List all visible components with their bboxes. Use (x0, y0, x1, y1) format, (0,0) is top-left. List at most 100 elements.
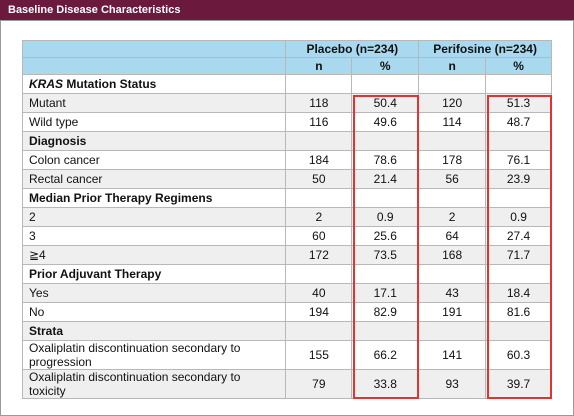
value-cell: 40 (285, 283, 353, 303)
value-cell: 50 (285, 169, 353, 189)
empty-cell (418, 131, 487, 151)
subheader: % (351, 57, 420, 75)
section-row: Prior Adjuvant Therapy (21, 264, 552, 284)
data-row: Oxaliplatin discontinuation secondary to… (21, 369, 552, 399)
value-cell: 25.6 (351, 226, 420, 246)
row-label: Wild type (21, 112, 287, 132)
value-cell: 50.4 (351, 93, 420, 113)
characteristics-table: Placebo (n=234) Perifosine (n=234) n % n… (21, 40, 552, 399)
empty-cell (285, 131, 353, 151)
value-cell: 2 (285, 207, 353, 227)
value-cell: 184 (285, 150, 353, 170)
empty-cell (285, 74, 353, 94)
header-cell (21, 57, 287, 75)
row-label: Oxaliplatin discontinuation secondary to… (21, 340, 287, 370)
value-cell: 27.4 (485, 226, 552, 246)
value-cell: 43 (418, 283, 487, 303)
value-cell: 76.1 (485, 150, 552, 170)
data-row: Rectal cancer 50 21.4 56 23.9 (21, 169, 552, 189)
value-cell: 23.9 (485, 169, 552, 189)
value-cell: 178 (418, 150, 487, 170)
section-row: Diagnosis (21, 131, 552, 151)
group-header: Placebo (n=234) (285, 40, 420, 58)
section-label: Strata (21, 321, 287, 341)
value-cell: 120 (418, 93, 487, 113)
section-italic: KRAS (29, 77, 64, 91)
subheader: n (285, 57, 353, 75)
empty-cell (485, 264, 552, 284)
empty-cell (351, 188, 420, 208)
value-cell: 66.2 (351, 340, 420, 370)
group-header-row: Placebo (n=234) Perifosine (n=234) (21, 40, 552, 58)
section-label: Diagnosis (21, 131, 287, 151)
value-cell: 56 (418, 169, 487, 189)
row-label: Yes (21, 283, 287, 303)
group-header: Perifosine (n=234) (418, 40, 552, 58)
subheader: % (485, 57, 552, 75)
data-row: Yes 40 17.1 43 18.4 (21, 283, 552, 303)
value-cell: 71.7 (485, 245, 552, 265)
value-cell: 48.7 (485, 112, 552, 132)
section-text: Prior Adjuvant Therapy (29, 267, 162, 281)
empty-cell (351, 131, 420, 151)
value-cell: 33.8 (351, 369, 420, 399)
row-label: Oxaliplatin discontinuation secondary to… (21, 369, 287, 399)
data-row: 3 60 25.6 64 27.4 (21, 226, 552, 246)
empty-cell (418, 74, 487, 94)
value-cell: 60.3 (485, 340, 552, 370)
value-cell: 17.1 (351, 283, 420, 303)
value-cell: 2 (418, 207, 487, 227)
value-cell: 39.7 (485, 369, 552, 399)
value-cell: 64 (418, 226, 487, 246)
header-bar: Baseline Disease Characteristics (0, 0, 574, 20)
row-label: Colon cancer (21, 150, 287, 170)
value-cell: 116 (285, 112, 353, 132)
value-cell: 172 (285, 245, 353, 265)
empty-cell (418, 188, 487, 208)
value-cell: 81.6 (485, 302, 552, 322)
section-row: KRAS Mutation Status (21, 74, 552, 94)
empty-cell (351, 321, 420, 341)
empty-cell (485, 321, 552, 341)
value-cell: 0.9 (485, 207, 552, 227)
data-row: No 194 82.9 191 81.6 (21, 302, 552, 322)
subheader: n (418, 57, 487, 75)
section-text: Strata (29, 324, 64, 338)
empty-cell (351, 74, 420, 94)
value-cell: 0.9 (351, 207, 420, 227)
value-cell: 78.6 (351, 150, 420, 170)
header-cell (21, 40, 287, 58)
value-cell: 93 (418, 369, 487, 399)
value-cell: 114 (418, 112, 487, 132)
empty-cell (485, 74, 552, 94)
data-row: Colon cancer 184 78.6 178 76.1 (21, 150, 552, 170)
value-cell: 21.4 (351, 169, 420, 189)
value-cell: 194 (285, 302, 353, 322)
empty-cell (285, 321, 353, 341)
value-cell: 155 (285, 340, 353, 370)
value-cell: 168 (418, 245, 487, 265)
section-label: KRAS Mutation Status (21, 74, 287, 94)
section-label: Prior Adjuvant Therapy (21, 264, 287, 284)
empty-cell (418, 264, 487, 284)
section-row: Strata (21, 321, 552, 341)
value-cell: 141 (418, 340, 487, 370)
empty-cell (351, 264, 420, 284)
empty-cell (485, 188, 552, 208)
section-row: Median Prior Therapy Regimens (21, 188, 552, 208)
subheader-row: n % n % (21, 57, 552, 75)
value-cell: 18.4 (485, 283, 552, 303)
row-label: Mutant (21, 93, 287, 113)
data-row: ≧4 172 73.5 168 71.7 (21, 245, 552, 265)
row-label: 2 (21, 207, 287, 227)
data-row: Oxaliplatin discontinuation secondary to… (21, 340, 552, 370)
row-label: 3 (21, 226, 287, 246)
empty-cell (418, 321, 487, 341)
row-label: ≧4 (21, 245, 287, 265)
value-cell: 82.9 (351, 302, 420, 322)
value-cell: 51.3 (485, 93, 552, 113)
header-title: Baseline Disease Characteristics (8, 4, 181, 16)
empty-cell (485, 131, 552, 151)
value-cell: 191 (418, 302, 487, 322)
